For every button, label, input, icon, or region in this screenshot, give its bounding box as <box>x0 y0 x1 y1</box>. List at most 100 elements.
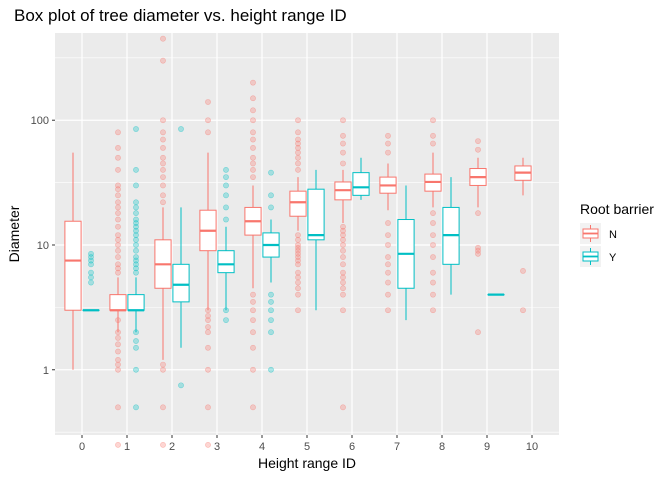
outlier-point <box>430 307 436 314</box>
outlier-point <box>115 335 121 341</box>
outlier-point <box>115 242 121 248</box>
outlier-point <box>295 160 301 167</box>
outlier-point <box>178 126 184 132</box>
x-tick-label: 7 <box>394 441 400 453</box>
outlier-point <box>385 132 391 139</box>
y-axis: 1 10 100 <box>31 115 55 377</box>
outlier-point <box>385 291 391 298</box>
outlier-point <box>250 144 256 151</box>
y-axis-label: Diameter <box>6 205 22 262</box>
box-N-2 <box>154 35 172 448</box>
outlier-point <box>430 279 436 286</box>
outlier-point <box>115 261 121 268</box>
outlier-point <box>295 250 301 257</box>
outlier-point <box>205 317 211 324</box>
box-Y-1 <box>127 126 145 411</box>
outlier-point <box>115 192 121 199</box>
outlier-point <box>340 291 346 298</box>
x-tick-label: 4 <box>259 441 265 453</box>
outlier-point <box>133 247 139 254</box>
outlier-point <box>115 247 121 254</box>
outlier-point <box>430 242 436 248</box>
outlier-point <box>133 199 139 206</box>
outlier-point <box>340 236 346 243</box>
outlier-point <box>133 227 139 234</box>
outlier-point <box>475 210 481 217</box>
outlier-point <box>115 317 121 324</box>
outlier-point <box>205 99 211 105</box>
box-Y-7 <box>397 185 415 321</box>
outlier-point <box>268 329 274 336</box>
outlier-point <box>340 140 346 147</box>
x-tick-label: 3 <box>214 441 220 453</box>
outlier-point <box>250 129 256 136</box>
outlier-point <box>340 232 346 239</box>
outlier-point <box>223 182 229 189</box>
outlier-point <box>295 261 301 268</box>
box-body <box>109 294 127 311</box>
box-N-8 <box>424 117 442 314</box>
outlier-point <box>205 404 211 411</box>
outlier-point <box>268 204 274 211</box>
outlier-point <box>115 232 121 239</box>
outlier-point <box>133 404 139 411</box>
outlier-point <box>268 298 274 305</box>
x-tick-label: 10 <box>526 441 538 453</box>
legend-item-Y: Y <box>580 246 617 267</box>
outlier-point <box>133 236 139 243</box>
outlier-point <box>295 291 301 298</box>
outlier-point <box>340 227 346 234</box>
box-body <box>307 188 325 241</box>
box-N-5 <box>289 117 307 314</box>
outlier-point <box>250 79 256 86</box>
outlier-point <box>250 107 256 114</box>
outlier-point <box>88 250 94 257</box>
outlier-point <box>250 291 256 298</box>
outlier-point <box>133 269 139 276</box>
outlier-point <box>250 154 256 161</box>
x-axis-label: Height range ID <box>258 455 356 471</box>
outlier-point <box>115 186 121 193</box>
outlier-point <box>295 247 301 254</box>
legend-label: Y <box>609 252 617 264</box>
outlier-point <box>133 242 139 248</box>
outlier-point <box>295 136 301 143</box>
outlier-point <box>475 138 481 145</box>
legend: Root barrier NY <box>580 201 654 267</box>
outlier-point <box>133 257 139 264</box>
box-N-7 <box>379 132 397 314</box>
box-N-0 <box>64 152 82 370</box>
outlier-point <box>133 338 139 344</box>
outlier-point <box>430 140 436 147</box>
outlier-point <box>133 220 139 226</box>
outlier-point <box>430 232 436 239</box>
outlier-point <box>88 261 94 268</box>
outlier-point <box>115 265 121 272</box>
legend-item-N: N <box>580 223 617 244</box>
outlier-point <box>160 404 166 411</box>
outlier-point <box>295 254 301 260</box>
outlier-point <box>385 149 391 156</box>
outlier-point <box>295 236 301 243</box>
outlier-point <box>223 166 229 173</box>
outlier-point <box>223 317 229 324</box>
outlier-point <box>295 232 301 239</box>
outlier-point <box>223 174 229 181</box>
outlier-point <box>385 261 391 268</box>
outlier-point <box>88 257 94 264</box>
outlier-point <box>340 261 346 268</box>
outlier-point <box>340 254 346 260</box>
outlier-point <box>250 174 256 181</box>
outlier-point <box>340 132 346 139</box>
box-Y-0 <box>82 250 100 312</box>
outlier-point <box>520 307 526 314</box>
outlier-point <box>250 166 256 173</box>
outlier-point <box>115 204 121 211</box>
outlier-point <box>115 144 121 151</box>
box-Y-8 <box>442 177 460 295</box>
outlier-point <box>133 210 139 217</box>
outlier-point <box>340 117 346 124</box>
outlier-point <box>115 236 121 243</box>
outlier-point <box>133 216 139 223</box>
outlier-point <box>160 192 166 199</box>
